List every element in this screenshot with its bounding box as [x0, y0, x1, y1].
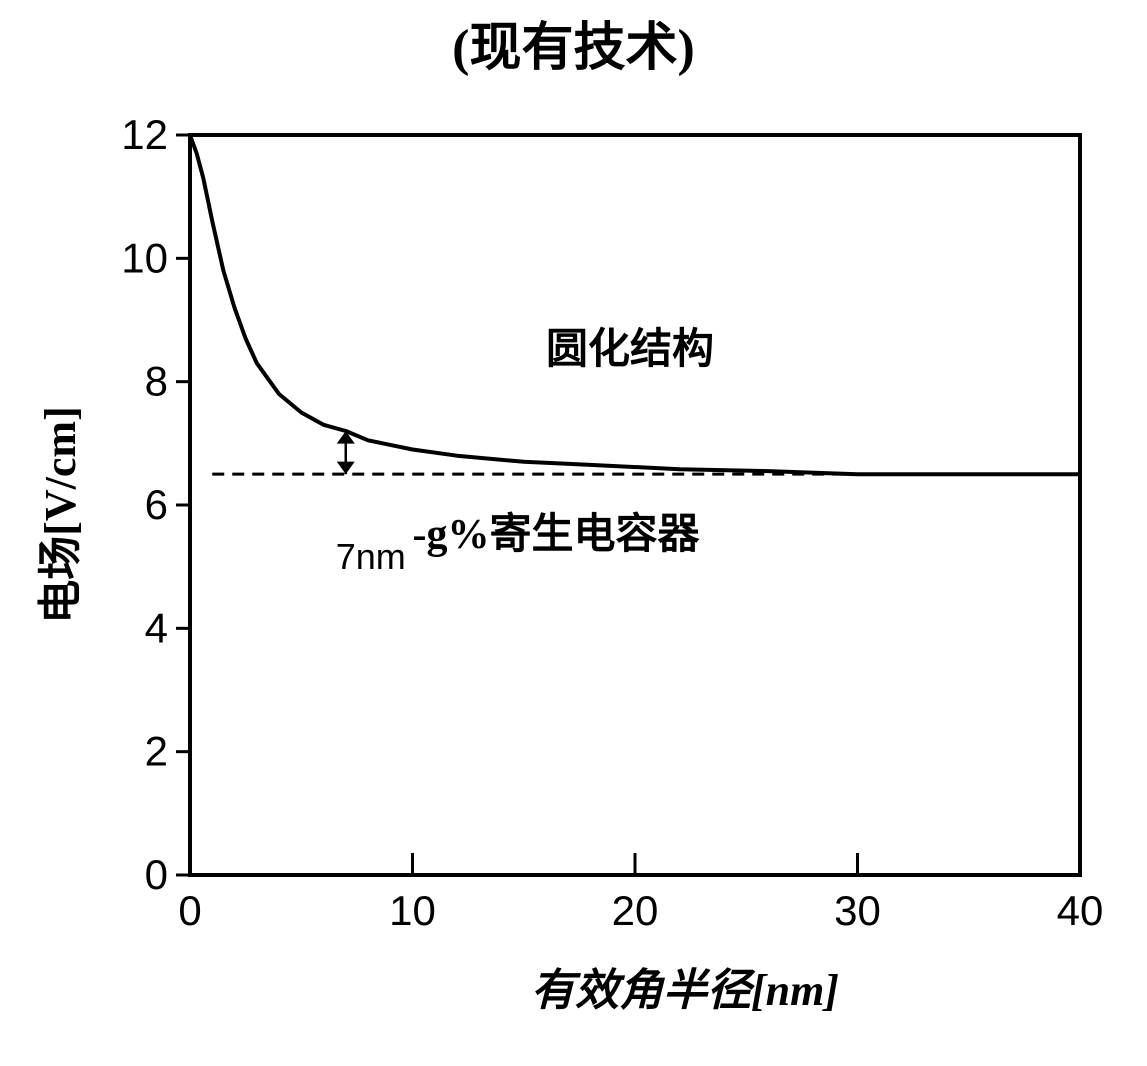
svg-text:8: 8 [145, 358, 168, 405]
svg-text:6: 6 [145, 481, 168, 528]
svg-text:0: 0 [178, 887, 201, 934]
svg-text:4: 4 [145, 604, 168, 651]
svg-text:圆化结构: 圆化结构 [546, 326, 714, 373]
svg-text:20: 20 [612, 887, 659, 934]
chart-area: 0 2 4 6 8 10 12 0 10 20 30 40 7nm 圆化结构 -g%寄生电容器 电场[V/cm… [30, 120, 1120, 1040]
svg-text:10: 10 [389, 887, 436, 934]
svg-text:12: 12 [121, 120, 168, 158]
svg-text:40: 40 [1057, 887, 1104, 934]
svg-text:30: 30 [834, 887, 881, 934]
svg-text:电场[V/cm]: 电场[V/cm] [36, 406, 85, 624]
svg-text:10: 10 [121, 234, 168, 281]
svg-text:2: 2 [145, 728, 168, 775]
svg-text:有效角半径[nm]: 有效角半径[nm] [531, 966, 839, 1015]
svg-text:0: 0 [145, 851, 168, 898]
page-title: (现有技术) [0, 5, 1147, 80]
svg-text:7nm: 7nm [336, 536, 406, 577]
chart-svg: 0 2 4 6 8 10 12 0 10 20 30 40 7nm 圆化结构 -g%寄生电容器 电场[V/cm… [30, 120, 1120, 1040]
svg-text:-g%寄生电容器: -g%寄生电容器 [413, 511, 701, 558]
chart-container: (现有技术) 0 2 4 6 8 10 12 0 10 20 30 40 7nm 圆化结构 -g%寄生电容器… [0, 0, 1147, 1066]
